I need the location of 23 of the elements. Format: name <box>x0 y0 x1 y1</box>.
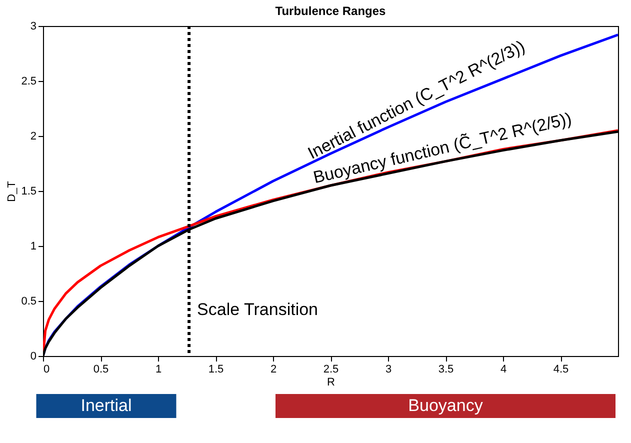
y-tick-label: 1.5 <box>21 186 36 198</box>
x-tick-label: 2 <box>270 364 277 376</box>
text: Inertial <box>80 396 132 415</box>
x-tick-label: 2.5 <box>323 364 339 376</box>
y-tick-label: 3 <box>30 20 36 32</box>
x-tick-label: 3 <box>385 364 392 376</box>
y-tick-label: 0 <box>30 350 36 362</box>
x-tick-label: 1.5 <box>208 364 224 376</box>
y-axis-title: D_T <box>6 180 18 202</box>
x-tick-label: 4 <box>500 364 507 376</box>
y-tick-label: 2 <box>30 130 36 142</box>
x-tick-label: 3.5 <box>438 364 454 376</box>
chart-title: Turbulence Ranges <box>275 4 386 18</box>
text: Buoyancy <box>408 396 484 415</box>
x-tick-label: 0.5 <box>93 364 109 376</box>
y-tick-label: 2.5 <box>21 76 36 88</box>
x-tick-label: 1 <box>155 364 162 376</box>
y-tick-label: 0.5 <box>21 296 36 308</box>
x-tick-label: 0 <box>44 364 50 376</box>
x-tick-label: 4.5 <box>553 364 569 376</box>
y-tick-label: 1 <box>30 240 36 252</box>
ref-line-label: Scale Transition <box>197 300 318 319</box>
x-axis-title: R <box>327 376 336 388</box>
